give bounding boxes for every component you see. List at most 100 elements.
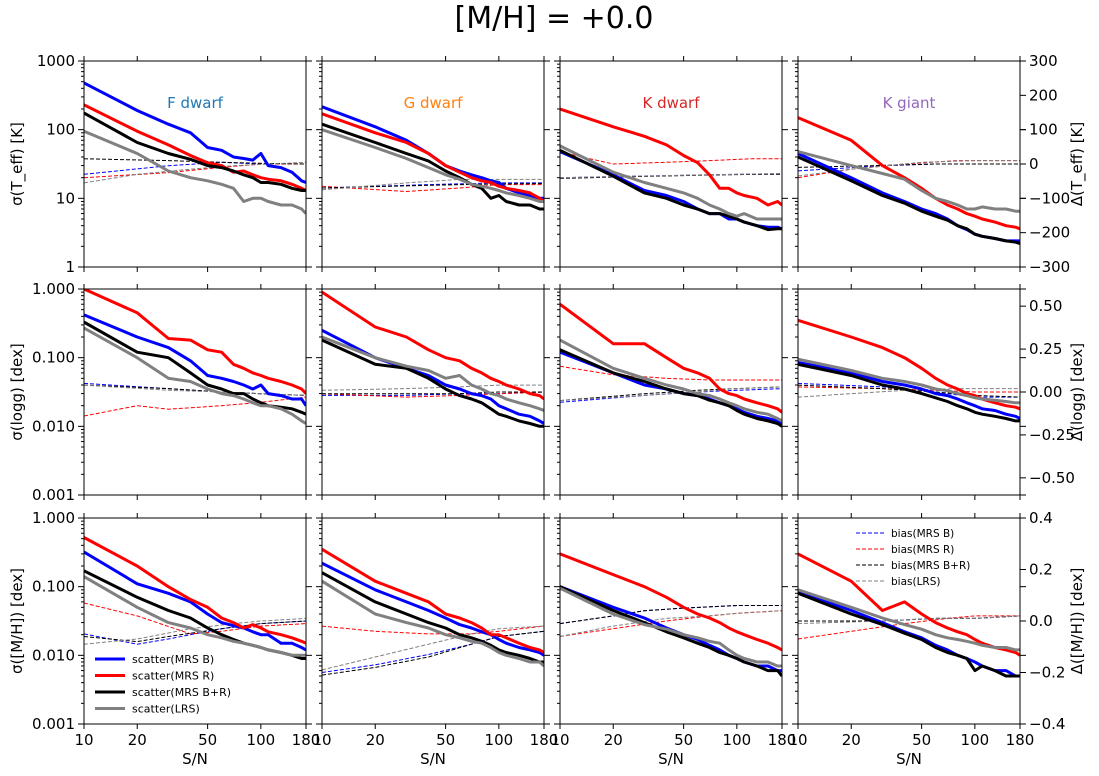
x-tick-label: 20 bbox=[604, 731, 623, 749]
right-tick-label: 0.25 bbox=[1029, 340, 1062, 358]
panel-logg-f-dwarf: 0.001 0.010 0.100 1.000 bbox=[32, 280, 312, 504]
scatter-line-lrs bbox=[560, 144, 782, 221]
scatter-line-mrs-b bbox=[560, 585, 782, 673]
bias-line-mrs-b bbox=[798, 615, 1020, 622]
scatter-line-lrs bbox=[798, 150, 1020, 213]
bias-line-mrs-b-r bbox=[84, 158, 306, 165]
bias-legend-label: bias(MRS B) bbox=[891, 528, 954, 540]
bias-line-mrs-b-r bbox=[322, 183, 544, 189]
x-tick-label: 180 bbox=[768, 731, 797, 749]
panel-MH-g-dwarf: 10 20 50 100 180 S/N bbox=[312, 513, 558, 768]
panel-frame bbox=[559, 288, 783, 496]
right-tick-label: 0.00 bbox=[1029, 383, 1062, 401]
scatter-line-mrs-b-r bbox=[84, 569, 306, 660]
panel-MH-f-dwarf: 10 20 50 100 180 S/N 0.001 0.010 0.100 1.000 bbox=[32, 509, 320, 768]
bias-line-mrs-r bbox=[322, 184, 544, 193]
scatter-line-mrs-r bbox=[560, 552, 782, 652]
panel-frame bbox=[559, 60, 783, 268]
bias-line-lrs bbox=[560, 173, 782, 179]
bias-line-lrs bbox=[322, 384, 544, 391]
panel-logg-k-giant: −0.50 −0.25 0.00 0.25 0.50 bbox=[792, 284, 1075, 500]
x-tick-label: 20 bbox=[366, 731, 385, 749]
bias-line-mrs-b bbox=[798, 382, 1020, 398]
scatter-legend-label: scatter(MRS B+R) bbox=[132, 686, 231, 699]
x-axis-title: S/N bbox=[182, 750, 208, 768]
right-tick-label: −200 bbox=[1029, 224, 1070, 242]
scatter-line-mrs-b-r bbox=[322, 122, 544, 211]
y-tick-label: 10 bbox=[56, 189, 75, 207]
bias-line-mrs-b bbox=[560, 605, 782, 625]
panel-Teff-g-dwarf: G dwarf bbox=[316, 56, 550, 272]
right-tick-label: 0.50 bbox=[1029, 297, 1062, 315]
scatter-line-mrs-b-r bbox=[322, 571, 544, 664]
column-label: G dwarf bbox=[404, 94, 464, 112]
panel-MH-k-giant: 10 20 50 100 180 S/N −0.4 −0.2 0.0 0.2 0.4 bbox=[788, 509, 1065, 768]
y-tick-label: 0.001 bbox=[32, 715, 75, 733]
bias-line-mrs-b-r bbox=[560, 173, 782, 179]
x-tick-label: 10 bbox=[312, 731, 331, 749]
x-axis-title: S/N bbox=[420, 750, 446, 768]
right-tick-label: −0.25 bbox=[1029, 426, 1075, 444]
scatter-line-mrs-b bbox=[322, 561, 544, 657]
x-tick-label: 10 bbox=[550, 731, 569, 749]
scatter-line-lrs bbox=[560, 338, 782, 423]
panel-frame bbox=[559, 517, 783, 725]
panel-frame bbox=[321, 288, 545, 496]
scatter-line-mrs-b-r bbox=[84, 111, 306, 192]
scatter-line-lrs bbox=[322, 128, 544, 203]
scatter-line-lrs bbox=[560, 586, 782, 668]
panel-frame bbox=[321, 60, 545, 268]
panel-Teff-k-giant: −300 −200 −100 0 100 200 300 K giant bbox=[792, 52, 1070, 276]
bias-line-lrs bbox=[84, 161, 306, 184]
bias-legend-label: bias(MRS R) bbox=[891, 544, 954, 556]
panel-frame bbox=[83, 517, 307, 725]
bias-line-mrs-b-r bbox=[84, 620, 306, 643]
scatter-line-mrs-b bbox=[84, 81, 306, 184]
scatter-line-mrs-b bbox=[84, 313, 306, 407]
scatter-legend-label: scatter(MRS B) bbox=[132, 653, 214, 666]
bias-line-mrs-b-r bbox=[322, 630, 544, 676]
right-tick-label: 200 bbox=[1029, 86, 1058, 104]
panel-Teff-k-dwarf: K dwarf bbox=[554, 56, 788, 272]
bias-line-lrs bbox=[798, 160, 1020, 177]
panel-logg-k-dwarf bbox=[554, 284, 788, 500]
bias-legend-label: bias(LRS) bbox=[891, 576, 941, 588]
x-tick-label: 50 bbox=[674, 731, 693, 749]
x-tick-label: 50 bbox=[198, 731, 217, 749]
bias-line-lrs bbox=[560, 610, 782, 637]
bias-line-lrs bbox=[560, 386, 782, 402]
bias-line-mrs-b-r bbox=[322, 391, 544, 395]
scatter-line-mrs-b-r bbox=[798, 362, 1020, 423]
bias-line-lrs bbox=[84, 617, 306, 645]
y-tick-label: 0.010 bbox=[32, 417, 75, 435]
y-tick-label: 0.010 bbox=[32, 646, 75, 664]
bias-line-mrs-b bbox=[84, 620, 306, 645]
MH-right-axis-title: Δ([M/H]) [dex] bbox=[1068, 568, 1086, 675]
scatter-line-lrs bbox=[322, 579, 544, 668]
column-label: K dwarf bbox=[642, 94, 700, 112]
bias-line-mrs-r bbox=[798, 386, 1020, 393]
bias-line-lrs bbox=[798, 388, 1020, 398]
bias-legend-label: bias(MRS B+R) bbox=[891, 560, 970, 572]
right-tick-label: −0.4 bbox=[1029, 715, 1065, 733]
right-tick-label: 0.2 bbox=[1029, 561, 1053, 579]
x-tick-label: 50 bbox=[912, 731, 931, 749]
scatter-line-mrs-b bbox=[322, 328, 544, 425]
scatter-line-mrs-b-r bbox=[560, 148, 782, 232]
x-tick-label: 100 bbox=[723, 731, 752, 749]
right-tick-label: −100 bbox=[1029, 189, 1070, 207]
bias-line-mrs-b bbox=[322, 182, 544, 189]
y-tick-label: 1.000 bbox=[32, 509, 75, 527]
bias-line-mrs-r bbox=[798, 615, 1020, 640]
panel-frame bbox=[321, 517, 545, 725]
scatter-legend-label: scatter(MRS R) bbox=[132, 670, 214, 683]
panel-MH-k-dwarf: 10 20 50 100 180 S/N bbox=[550, 513, 796, 768]
column-label: K giant bbox=[883, 94, 936, 112]
panel-frame bbox=[83, 60, 307, 268]
x-tick-label: 180 bbox=[530, 731, 559, 749]
right-tick-label: 100 bbox=[1029, 121, 1058, 139]
bias-line-mrs-r bbox=[560, 151, 782, 165]
figure-title: [M/H] = +0.0 bbox=[454, 1, 653, 36]
bias-line-mrs-b bbox=[560, 388, 782, 403]
right-tick-label: 0 bbox=[1029, 155, 1039, 173]
